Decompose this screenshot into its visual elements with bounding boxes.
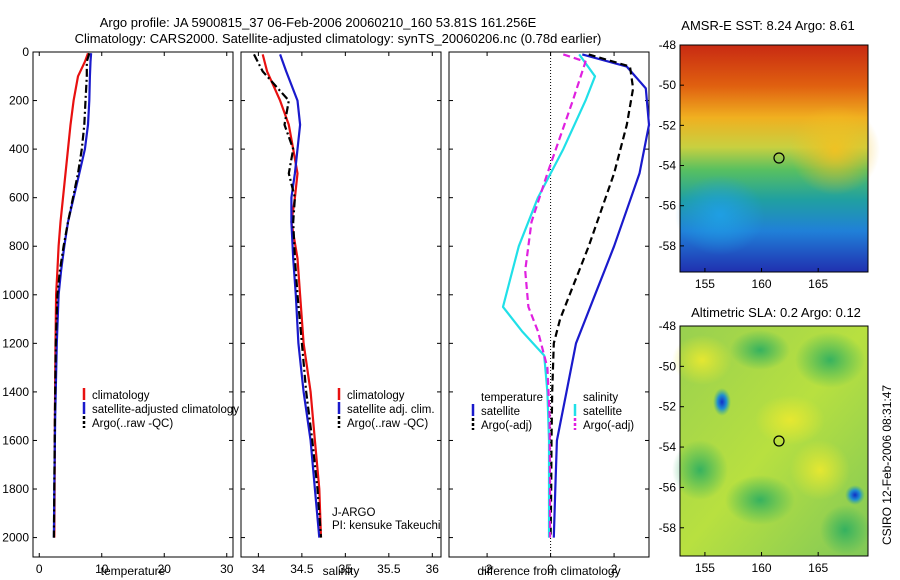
map-x-tick-label: 160 xyxy=(752,277,772,291)
sla-patch-7 xyxy=(790,440,850,500)
map-y-tick-label: -56 xyxy=(659,480,677,494)
map-y-tick-label: -50 xyxy=(659,359,677,373)
sst-cold-patch xyxy=(675,175,765,255)
sla-low-2 xyxy=(845,485,865,505)
legend-entry: salinity xyxy=(583,392,618,404)
y-tick-label: 800 xyxy=(9,239,29,253)
x-tick-label: 34.5 xyxy=(290,562,314,576)
sla-map-axes: 155 160 165 -48 -50 -52 -54 -56 -58 xyxy=(659,319,869,575)
x-tick-label: 0 xyxy=(36,562,43,576)
sst-map-axes: 155 160 165 -48 -50 -52 -54 -56 -58 xyxy=(659,38,869,291)
legend-entry: climatology xyxy=(92,390,150,402)
map-y-tick-label: -54 xyxy=(659,159,677,173)
sla-map: Altimetric SLA: 0.2 Argo: 0.12 155 160 165… xyxy=(659,305,870,575)
map-y-tick-label: -54 xyxy=(659,440,677,454)
y-tick-label: 1200 xyxy=(2,336,29,350)
sla-patch-5 xyxy=(672,440,728,500)
sla-low-1 xyxy=(713,388,731,416)
sla-patch-2 xyxy=(730,330,790,370)
map-x-tick-label: 155 xyxy=(695,561,715,575)
y-tick-label: 600 xyxy=(9,191,29,205)
series-blue-line xyxy=(552,53,651,538)
legend-entry: Argo(-adj) xyxy=(583,420,634,432)
series-magenta-line xyxy=(524,53,587,538)
legend-entry: satellite xyxy=(583,406,622,418)
legend-entry: climatology xyxy=(347,390,405,402)
legend-entry: satellite-adjusted climatology xyxy=(92,404,239,416)
legend-entry: satellite xyxy=(481,406,520,418)
legend-entry: satellite adj. clim. xyxy=(347,404,435,416)
series-black-line xyxy=(253,53,323,538)
x-tick-label: 30 xyxy=(220,562,234,576)
map-y-tick-label: -56 xyxy=(659,199,677,213)
sst-map-title: AMSR-E SST: 8.24 Argo: 8.61 xyxy=(681,18,854,33)
title-line-2: Climatology: CARS2000. Satellite-adjuste… xyxy=(75,31,602,46)
timestamp-label: CSIRO 12-Feb-2006 08:31:47 xyxy=(880,385,894,545)
sla-patch-8 xyxy=(820,505,870,555)
x-tick-label: 35.5 xyxy=(377,562,401,576)
annotation-text: J-ARGO xyxy=(332,507,376,519)
legend-entry: Argo(-adj) xyxy=(481,420,532,432)
sla-map-title: Altimetric SLA: 0.2 Argo: 0.12 xyxy=(691,305,861,320)
series-blue-line xyxy=(279,54,321,538)
y-tick-label: 1600 xyxy=(2,433,29,447)
map-x-tick-label: 155 xyxy=(695,277,715,291)
y-tick-label: 1400 xyxy=(2,385,29,399)
legend-entry: Argo(..raw -QC) xyxy=(347,418,428,430)
sst-map: AMSR-E SST: 8.24 Argo: 8.61 xyxy=(659,18,880,291)
title-line-1: Argo profile: JA 5900815_37 06-Feb-2006 … xyxy=(100,15,537,30)
x-tick-label: 35 xyxy=(339,562,353,576)
legend-entry: Argo(..raw -QC) xyxy=(92,418,173,430)
x-tick-label: 34 xyxy=(252,562,266,576)
x-axis-label: salinity xyxy=(323,564,360,578)
map-y-tick-label: -48 xyxy=(659,319,677,333)
plot-frame xyxy=(32,51,234,558)
map-y-tick-label: -50 xyxy=(659,78,677,92)
map-y-tick-label: -52 xyxy=(659,400,677,414)
map-x-tick-label: 165 xyxy=(808,561,828,575)
series-blue-line xyxy=(52,53,93,538)
map-frame xyxy=(679,44,869,273)
x-tick-label: 2 xyxy=(611,562,618,576)
y-tick-label: 400 xyxy=(9,142,29,156)
map-x-tick-label: 165 xyxy=(808,277,828,291)
series-black-line xyxy=(52,52,91,538)
y-tick-label: 200 xyxy=(9,94,29,108)
map-y-tick-label: -58 xyxy=(659,521,677,535)
map-y-tick-label: -58 xyxy=(659,239,677,253)
map-y-tick-label: -48 xyxy=(659,38,677,52)
x-tick-label: -2 xyxy=(482,562,493,576)
temperature-panel: 0 10 20 30 temperature 0 200 400 600 800 1000 1200 1… xyxy=(2,45,239,578)
map-y-tick-label: -52 xyxy=(659,118,677,132)
y-tick-label: 0 xyxy=(22,45,29,59)
map-x-tick-label: 160 xyxy=(752,561,772,575)
sla-patch-1 xyxy=(672,335,732,385)
sla-patch-6 xyxy=(725,475,795,525)
salinity-panel: 34 34.5 35 35.5 36 salinity climatology satelli… xyxy=(240,51,442,578)
sla-profile-marker xyxy=(773,435,785,447)
series-black-line xyxy=(549,53,635,538)
x-tick-label: 10 xyxy=(95,562,109,576)
x-tick-label: 0 xyxy=(547,562,554,576)
sla-patch-4 xyxy=(755,395,825,445)
legend-entry: temperature xyxy=(481,392,543,404)
y-tick-label: 1800 xyxy=(2,482,29,496)
y-tick-label: 1000 xyxy=(2,288,29,302)
sst-warm-patch xyxy=(790,105,880,195)
plot-frame xyxy=(240,51,442,558)
map-frame xyxy=(679,325,869,557)
y-tick-label: 2000 xyxy=(2,531,29,545)
series-cyan-line xyxy=(501,53,597,538)
x-axis-label: temperature xyxy=(101,564,166,578)
sst-profile-marker xyxy=(773,152,785,164)
annotation-text: PI: kensuke Takeuchi xyxy=(332,520,440,532)
x-tick-label: 20 xyxy=(158,562,172,576)
x-axis-label: difference from climatology xyxy=(477,564,620,578)
sla-patch-3 xyxy=(795,332,865,388)
x-tick-label: 36 xyxy=(426,562,440,576)
